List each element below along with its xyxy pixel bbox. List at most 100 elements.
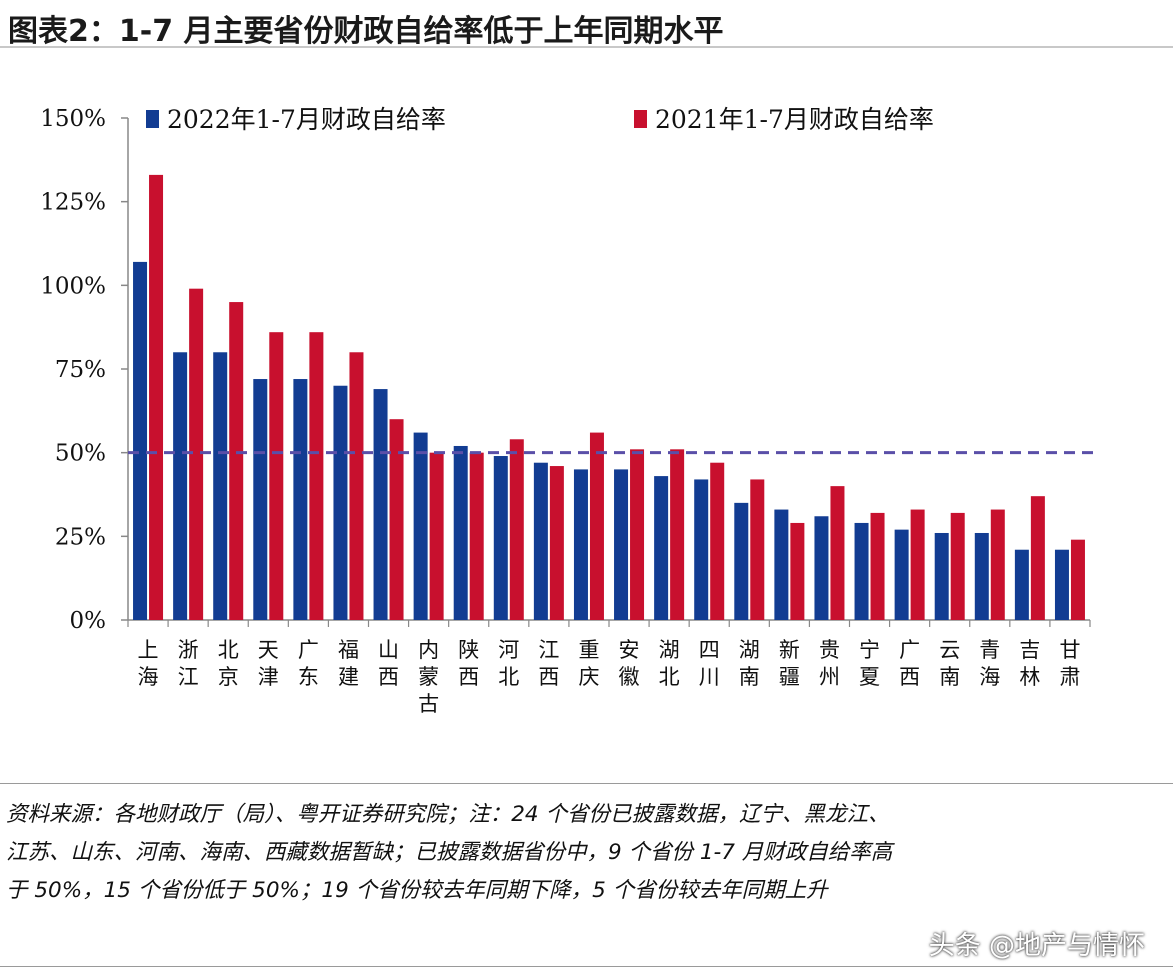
- note-line: 资料来源：各地财政厅（局）、粤开证券研究院；注：24 个省份已披露数据，辽宁、黑…: [6, 802, 890, 827]
- bar-2021: [149, 174, 164, 620]
- x-category-label: 庆: [578, 665, 599, 689]
- x-category-label: 西: [538, 665, 559, 689]
- x-category-label: 建: [338, 665, 359, 689]
- axis-layer: 0% 25% 50% 75% 100% 125% 150%: [40, 106, 1091, 634]
- x-category-label: 天: [258, 638, 279, 662]
- x-category-label: 津: [258, 665, 279, 689]
- x-category-label: 夏: [859, 665, 880, 689]
- source-notes: 资料来源：各地财政厅（局）、粤开证券研究院；注：24 个省份已披露数据，辽宁、黑…: [6, 796, 1171, 910]
- x-category-label: 甘: [1059, 638, 1080, 662]
- x-category-label: 广: [298, 638, 319, 662]
- bar-2021: [509, 439, 524, 620]
- bar-2021: [309, 332, 324, 620]
- bar-2021: [189, 288, 204, 620]
- chart-title: 图表2：1-7 月主要省份财政自给率低于上年同期水平: [8, 14, 724, 49]
- bar-2021: [990, 509, 1005, 620]
- x-category-label: 古: [418, 692, 439, 716]
- bar-2021: [349, 352, 364, 620]
- x-category-label: 河: [498, 638, 519, 662]
- bar-2022: [293, 379, 308, 620]
- x-category-label: 北: [498, 665, 519, 689]
- y-tick-label: 50%: [55, 441, 106, 467]
- legend-swatch: [634, 110, 647, 128]
- bar-2021: [790, 522, 805, 620]
- legend-swatch: [146, 110, 159, 128]
- legend-label: 2021年1-7月财政自给率: [655, 105, 934, 134]
- bar-2022: [814, 516, 829, 620]
- x-category-label: 吉: [1019, 638, 1040, 662]
- bar-2022: [493, 456, 508, 620]
- bar-2021: [830, 486, 845, 620]
- x-category-label: 陕: [458, 638, 479, 662]
- bar-2021: [710, 462, 725, 620]
- bar-2022: [453, 445, 468, 620]
- bar-2021: [429, 452, 444, 620]
- bar-2022: [133, 261, 148, 620]
- x-category-label: 湖: [739, 638, 760, 662]
- bar-2021: [910, 509, 925, 620]
- x-category-label: 西: [378, 665, 399, 689]
- y-tick-label: 75%: [55, 357, 106, 383]
- bar-2022: [373, 389, 388, 620]
- watermark: 头条 @地产与情怀: [928, 931, 1145, 961]
- x-category-label: 贵: [819, 638, 840, 662]
- x-category-label: 西: [458, 665, 479, 689]
- x-category-label: 北: [659, 665, 680, 689]
- title-divider: [0, 46, 1173, 48]
- x-category-label: 上: [138, 638, 159, 662]
- bar-2022: [614, 469, 629, 620]
- x-category-label: 内: [418, 638, 439, 662]
- bar-2022: [694, 479, 709, 620]
- x-category-label: 海: [138, 665, 159, 689]
- bar-2022: [734, 502, 749, 620]
- bar-2021: [269, 332, 284, 620]
- bar-2021: [469, 452, 484, 620]
- x-category-label: 肃: [1059, 665, 1080, 689]
- bar-2021: [229, 302, 244, 620]
- bar-2022: [253, 379, 268, 620]
- bar-2021: [549, 466, 564, 620]
- legend: 2022年1-7月财政自给率 2021年1-7月财政自给率: [146, 105, 934, 134]
- bar-chart: 0%25%50%75%100%125%150% 2022年1-7月财政自给率 20…: [40, 105, 1096, 716]
- bar-2022: [654, 476, 669, 620]
- x-category-label: 山: [378, 638, 399, 662]
- x-category-label: 浙: [178, 638, 199, 662]
- bar-2022: [1054, 549, 1069, 620]
- bar-2022: [854, 522, 869, 620]
- x-category-label: 安: [619, 638, 640, 662]
- bar-2022: [573, 469, 588, 620]
- bar-2021: [589, 432, 604, 620]
- x-category-label: 徽: [619, 665, 640, 689]
- bar-2021: [950, 512, 965, 620]
- x-category-label: 南: [939, 665, 960, 689]
- bar-2022: [333, 385, 348, 620]
- x-category-label: 东: [298, 665, 319, 689]
- x-category-label: 州: [819, 665, 840, 689]
- x-category-label: 林: [1019, 665, 1040, 689]
- x-category-label: 疆: [779, 665, 800, 689]
- category-labels: 上海浙江北京天津广东福建山西内蒙古陕西河北江西重庆安徽湖北四川湖南新疆贵州宁夏广…: [138, 638, 1081, 716]
- notes-divider: [0, 783, 1173, 784]
- x-category-label: 西: [899, 665, 920, 689]
- x-category-label: 江: [538, 638, 559, 662]
- bar-2022: [934, 532, 949, 620]
- x-category-label: 四: [699, 638, 720, 662]
- bar-2022: [533, 462, 548, 620]
- y-tick-label: 25%: [55, 524, 106, 550]
- note-line: 于 50%，15 个省份低于 50%；19 个省份较去年同期下降，5 个省份较去…: [6, 878, 828, 903]
- y-tick-label: 125%: [40, 190, 106, 216]
- bar-2022: [894, 529, 909, 620]
- bar-2022: [974, 532, 989, 620]
- x-category-label: 京: [218, 665, 239, 689]
- x-category-label: 南: [739, 665, 760, 689]
- bar-2022: [1014, 549, 1029, 620]
- x-category-label: 广: [899, 638, 920, 662]
- x-category-label: 新: [779, 638, 800, 662]
- y-tick-label: 100%: [40, 273, 106, 299]
- x-category-label: 江: [178, 665, 199, 689]
- x-category-label: 福: [338, 638, 359, 662]
- bar-2022: [173, 352, 188, 620]
- bar-2021: [630, 449, 645, 620]
- bottom-divider: [0, 966, 1173, 967]
- bar-2021: [870, 512, 885, 620]
